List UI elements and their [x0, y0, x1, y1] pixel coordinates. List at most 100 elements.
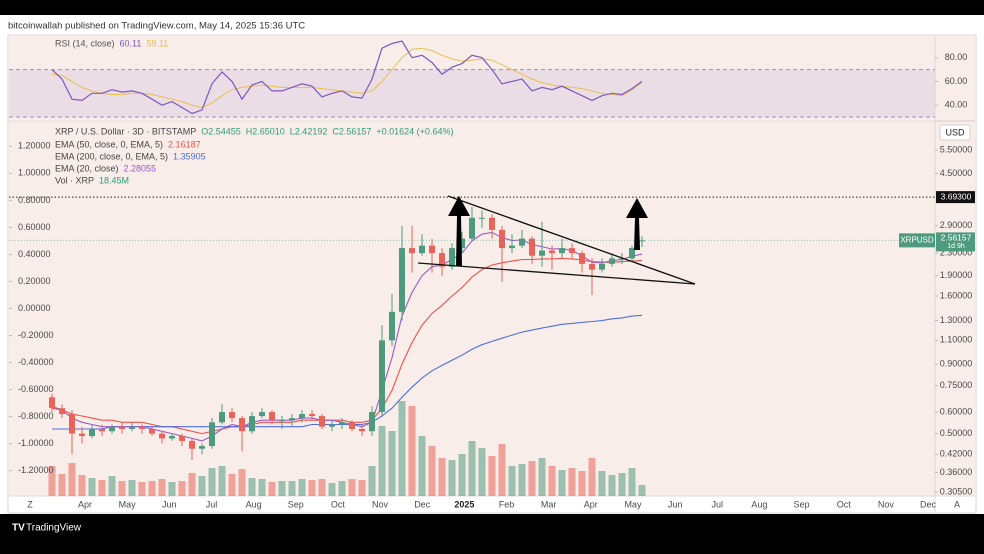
x-tick-label: Mar — [541, 499, 557, 509]
y-tick-label: 0.75000 — [940, 380, 973, 390]
candle-body — [289, 418, 295, 421]
volume-bar — [538, 458, 546, 496]
trendline — [417, 262, 696, 285]
volume-bar — [238, 469, 246, 496]
symbol-box — [899, 233, 935, 248]
x-tick-label: Oct — [331, 499, 346, 509]
candle-body — [169, 435, 175, 439]
y-tick-label: 1.60000 — [940, 290, 973, 300]
arrow — [448, 196, 470, 266]
volume-bar — [568, 468, 576, 496]
countdown: 1d 9h — [947, 243, 965, 250]
y-tick-label: 0.30500 — [940, 486, 973, 496]
ema-line — [52, 314, 643, 430]
candle-body — [579, 253, 585, 264]
footer-bar — [0, 514, 984, 554]
left-tick-label: 1.00000 — [18, 168, 51, 178]
volume-bar — [428, 446, 436, 496]
header: bitcoinwallah published on TradingView.c… — [8, 21, 305, 32]
candle-body — [409, 248, 415, 254]
left-tick-label: 0.00000 — [18, 303, 51, 313]
legend-name: EMA (20, close) — [55, 163, 119, 173]
volume-bar — [508, 466, 516, 496]
level-box — [936, 191, 975, 204]
candle-body — [349, 422, 355, 429]
y-tick-label: 2.90000 — [940, 220, 973, 230]
candle-body — [619, 258, 625, 260]
x-left: Z — [27, 499, 33, 509]
volume-bar — [408, 406, 416, 496]
top-band — [0, 0, 984, 15]
candle-body — [449, 248, 455, 267]
legend-close: C2.56157 — [332, 126, 371, 136]
volume-bar — [188, 473, 196, 496]
candle-body — [99, 428, 105, 432]
left-tick-label: -0.20000 — [18, 330, 54, 340]
candle-body — [599, 263, 605, 270]
volume-bar — [268, 482, 276, 496]
volume-bar — [278, 481, 286, 496]
candle-body — [359, 428, 365, 432]
legend-high: H2.65010 — [246, 126, 285, 136]
candle-body — [319, 416, 325, 427]
volume-bar — [378, 426, 386, 496]
currency[interactable]: USD — [945, 127, 965, 137]
trendline — [447, 195, 696, 285]
left-tick-label: -0.60000 — [18, 384, 54, 394]
level-label: 3.69300 — [941, 191, 972, 201]
footer-logo: TV — [12, 523, 25, 534]
candle-body — [179, 435, 185, 441]
candle-body — [159, 433, 165, 439]
candle-body — [629, 248, 635, 259]
volume-bar — [78, 475, 86, 496]
price-label: 2.56157 — [941, 233, 972, 243]
volume-bar — [98, 480, 106, 496]
candle-body — [199, 446, 205, 449]
volume-bar — [108, 476, 116, 496]
volume-bar — [68, 463, 76, 496]
candle-body — [129, 426, 135, 429]
volume-bar — [368, 466, 376, 496]
volume-bar — [518, 464, 526, 496]
volume-bar — [48, 466, 56, 496]
y-tick-label: 4.50000 — [940, 168, 973, 178]
volume-bar — [578, 471, 586, 496]
candle-body — [419, 245, 425, 254]
candle-body — [269, 412, 275, 421]
volume-bar — [318, 479, 326, 496]
volume-bar — [618, 473, 626, 496]
y-tick-label: 1.10000 — [940, 335, 973, 345]
volume-bar — [128, 480, 136, 496]
currency-box[interactable] — [939, 124, 971, 141]
volume-bar — [478, 448, 486, 496]
candle-body — [519, 238, 525, 246]
legend-open: O2.54455 — [201, 126, 241, 136]
volume-bar — [118, 481, 126, 496]
candle-body — [339, 422, 345, 425]
volume-bar — [588, 458, 596, 496]
y-tick-label: 0.60000 — [940, 406, 973, 416]
left-tick-label: 0.20000 — [18, 276, 51, 286]
x-tick-label: Jun — [668, 499, 683, 509]
candle-body — [259, 412, 265, 417]
x-tick-label: May — [119, 499, 137, 509]
volume-bar — [138, 482, 146, 496]
candle-body — [389, 311, 395, 341]
candle-body — [429, 245, 435, 254]
rsi-line — [51, 40, 643, 115]
left-tick-label: 0.60000 — [18, 222, 51, 232]
main-pane — [9, 122, 935, 496]
candle-body — [489, 217, 495, 230]
rsi-name: RSI (14, close) — [55, 38, 115, 48]
x-tick-label: Sep — [288, 499, 304, 509]
y-tick-label: 0.90000 — [940, 358, 973, 368]
candle-body — [499, 229, 505, 249]
volume-bar — [458, 454, 466, 496]
left-tick-label: 0.40000 — [18, 249, 51, 259]
x-tick-label: Dec — [414, 499, 431, 509]
candle-body — [139, 426, 145, 429]
x-tick-label: Aug — [246, 499, 262, 509]
x-tick-label: May — [624, 499, 642, 509]
candle-body — [79, 433, 85, 436]
y-tick-label: 5.50000 — [940, 144, 973, 154]
